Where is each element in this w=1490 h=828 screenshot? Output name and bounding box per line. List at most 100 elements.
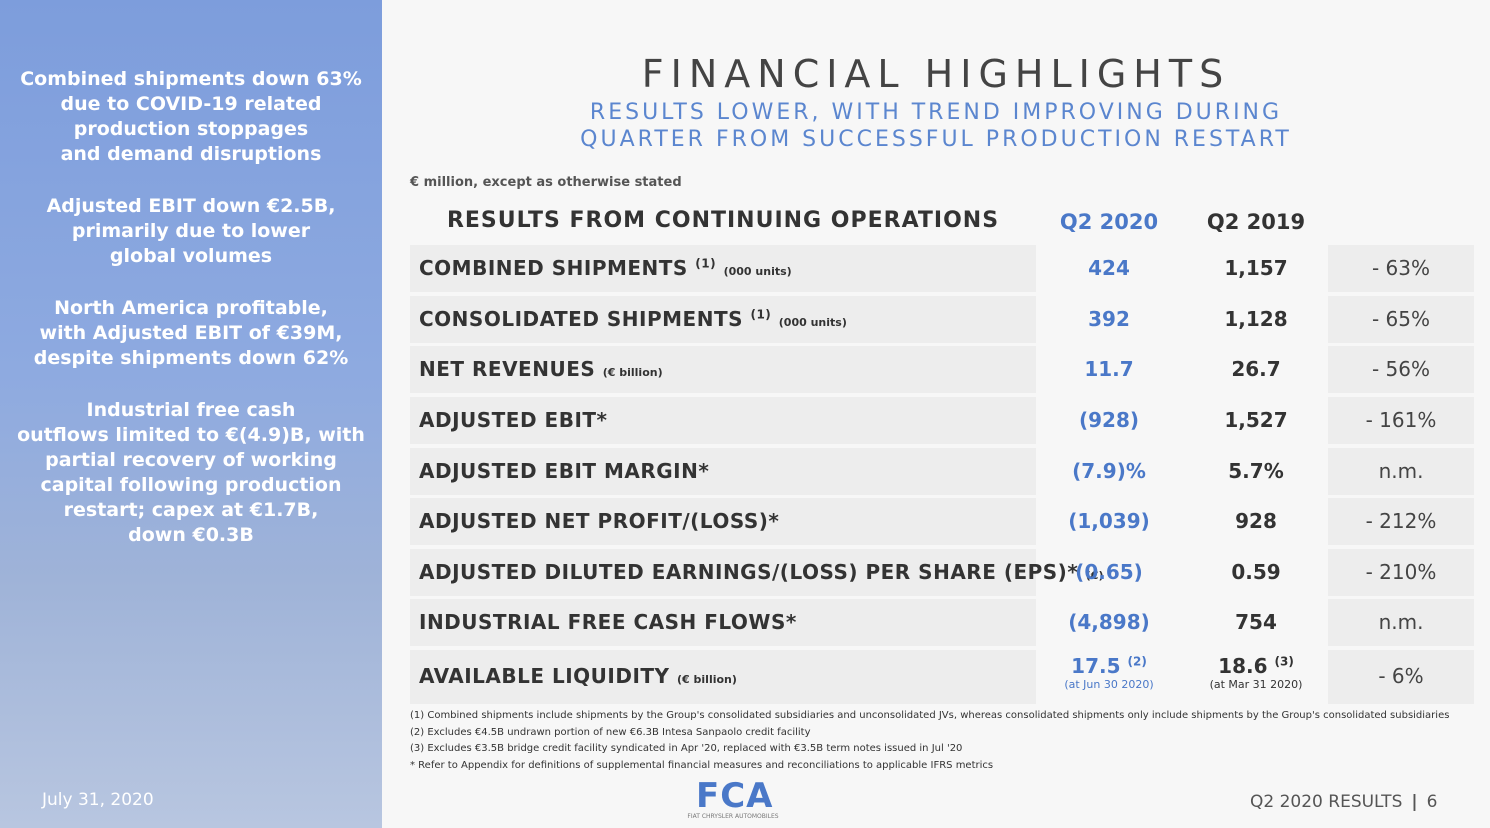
change-cell — [1328, 650, 1474, 704]
label-text: CONSOLIDATED SHIPMENTS — [419, 306, 743, 331]
row-label: ADJUSTED DILUTED EARNINGS/(LOSS) PER SHA… — [419, 560, 1103, 584]
sidebar-line: partial recovery of working — [45, 449, 337, 471]
value-note: (at Jun 30 2020) — [1064, 678, 1154, 691]
title: FINANCIAL HIGHLIGHTS — [641, 52, 1231, 96]
q2-2019-value: 26.7 — [1186, 357, 1326, 381]
change-cell — [1328, 599, 1474, 646]
sidebar — [0, 0, 382, 828]
change-cell — [1328, 549, 1474, 596]
change-value: n.m. — [1378, 458, 1424, 483]
value: (0.65) — [1075, 559, 1143, 584]
sidebar-line: down €0.3B — [128, 524, 254, 546]
sidebar-line: capital following production — [40, 474, 342, 496]
sidebar-line: global volumes — [109, 245, 273, 267]
label-text: INDUSTRIAL FREE CASH FLOWS* — [419, 609, 797, 634]
change-cell — [1328, 346, 1474, 393]
change-value: - 56% — [1371, 356, 1431, 381]
note: € million, except as otherwise stated — [410, 175, 682, 190]
value: 928 — [1235, 508, 1277, 533]
sidebar-line: production stoppages — [73, 118, 309, 140]
value: 754 — [1235, 609, 1277, 634]
subtitle-1: RESULTS LOWER, WITH TREND IMPROVING DURI… — [589, 100, 1283, 125]
q2-2019-value: 18.6 (3) (at Mar 31 2020) — [1186, 654, 1326, 691]
footnote: (1) Combined shipments include shipments… — [410, 710, 1450, 721]
label-cell — [410, 397, 1036, 444]
value: 11.7 — [1084, 356, 1134, 381]
row-label: NET REVENUES (€ billion) — [419, 357, 663, 381]
change-value: n.m. — [1378, 609, 1424, 634]
value: 18.6 — [1218, 654, 1268, 678]
q2-2019-value: 1,128 — [1186, 307, 1326, 331]
value: 392 — [1088, 306, 1130, 331]
label-cell — [410, 296, 1036, 343]
footer-label: Q2 2020 RESULTS — [1250, 792, 1403, 812]
date: July 31, 2020 — [42, 790, 154, 810]
q2-2019-value: 928 — [1186, 509, 1326, 533]
superscript: (2) — [1127, 654, 1147, 669]
q2-2020-value: (928) — [1039, 408, 1179, 432]
value: 0.59 — [1231, 559, 1281, 584]
row-label: CONSOLIDATED SHIPMENTS (1) (000 units) — [419, 307, 847, 331]
label-text: NET REVENUES — [419, 356, 596, 381]
change-value: - 212% — [1365, 508, 1437, 533]
change-value: - 161% — [1365, 407, 1437, 432]
unit: (€ billion) — [677, 673, 737, 686]
q2-2020-value: 424 — [1039, 256, 1179, 280]
column-header: Q2 2019 — [1206, 210, 1306, 234]
label-cell — [410, 498, 1036, 545]
sidebar-line: outflows limited to €(4.9)B, with — [17, 424, 365, 446]
sidebar-line: restart; capex at €1.7B, — [63, 499, 319, 521]
q2-2019-value: 1,157 — [1186, 256, 1326, 280]
value: 424 — [1088, 255, 1130, 280]
label-text: ADJUSTED EBIT MARGIN* — [419, 458, 710, 483]
value: (928) — [1078, 407, 1140, 432]
column-header: Q2 2020 — [1059, 210, 1159, 234]
row-label: ADJUSTED EBIT MARGIN* — [419, 459, 709, 483]
page-number: 6 — [1426, 792, 1438, 812]
label-text: ADJUSTED DILUTED EARNINGS/(LOSS) PER SHA… — [419, 559, 1079, 584]
q2-2020-value: (1,039) — [1039, 509, 1179, 533]
separator: | — [1411, 792, 1418, 812]
change-value: - 6% — [1378, 664, 1424, 688]
q2-2020-value: 392 — [1039, 307, 1179, 331]
label-cell — [410, 599, 1036, 646]
q2-2020-value: 11.7 — [1039, 357, 1179, 381]
superscript: (3) — [1274, 654, 1294, 669]
footnote: * Refer to Appendix for definitions of s… — [410, 759, 994, 771]
label-text: COMBINED SHIPMENTS — [419, 255, 688, 280]
sidebar-line: primarily due to lower — [71, 220, 311, 242]
sidebar-line: with Adjusted EBIT of €39M, — [39, 322, 343, 344]
label-cell — [410, 650, 1036, 704]
superscript: (1) — [695, 255, 717, 270]
unit: (000 units) — [723, 264, 792, 278]
sidebar-line: North America profitable, — [54, 297, 328, 319]
label-text: ADJUSTED EBIT* — [419, 407, 608, 432]
sidebar-line: Industrial free cash — [86, 399, 296, 421]
value: 1,527 — [1224, 407, 1288, 432]
row-label: AVAILABLE LIQUIDITY (€ billion) — [419, 664, 737, 688]
q2-2020-value: (4,898) — [1039, 610, 1179, 634]
q2-2019-value: 1,527 — [1186, 408, 1326, 432]
value: 26.7 — [1231, 356, 1281, 381]
q2-2019-value: 5.7% — [1186, 459, 1326, 483]
column-header: RESULTS FROM CONTINUING OPERATIONS — [446, 208, 1000, 233]
sidebar-line: despite shipments down 62% — [33, 347, 349, 369]
value: 17.5 — [1071, 654, 1121, 678]
footer: Q2 2020 RESULTS | 6 — [1250, 792, 1437, 812]
q2-2020-value: 17.5 (2) (at Jun 30 2020) — [1039, 654, 1179, 691]
sidebar-line: and demand disruptions — [60, 143, 322, 165]
unit: (€ billion) — [602, 365, 663, 379]
value: 1,157 — [1224, 255, 1288, 280]
value: (7.9)% — [1072, 458, 1146, 483]
value: (4,898) — [1068, 609, 1150, 634]
value-note: (at Mar 31 2020) — [1209, 678, 1303, 691]
row-label: COMBINED SHIPMENTS (1) (000 units) — [419, 256, 792, 280]
change-cell — [1328, 448, 1474, 495]
subtitle-2: QUARTER FROM SUCCESSFUL PRODUCTION RESTA… — [580, 127, 1292, 152]
sidebar-line: Combined shipments down 63% — [20, 68, 362, 90]
logo-name: FIAT CHRYSLER AUTOMOBILES — [687, 813, 779, 820]
label-cell — [410, 549, 1036, 596]
value: 5.7% — [1228, 458, 1284, 483]
unit: (000 units) — [778, 315, 847, 329]
